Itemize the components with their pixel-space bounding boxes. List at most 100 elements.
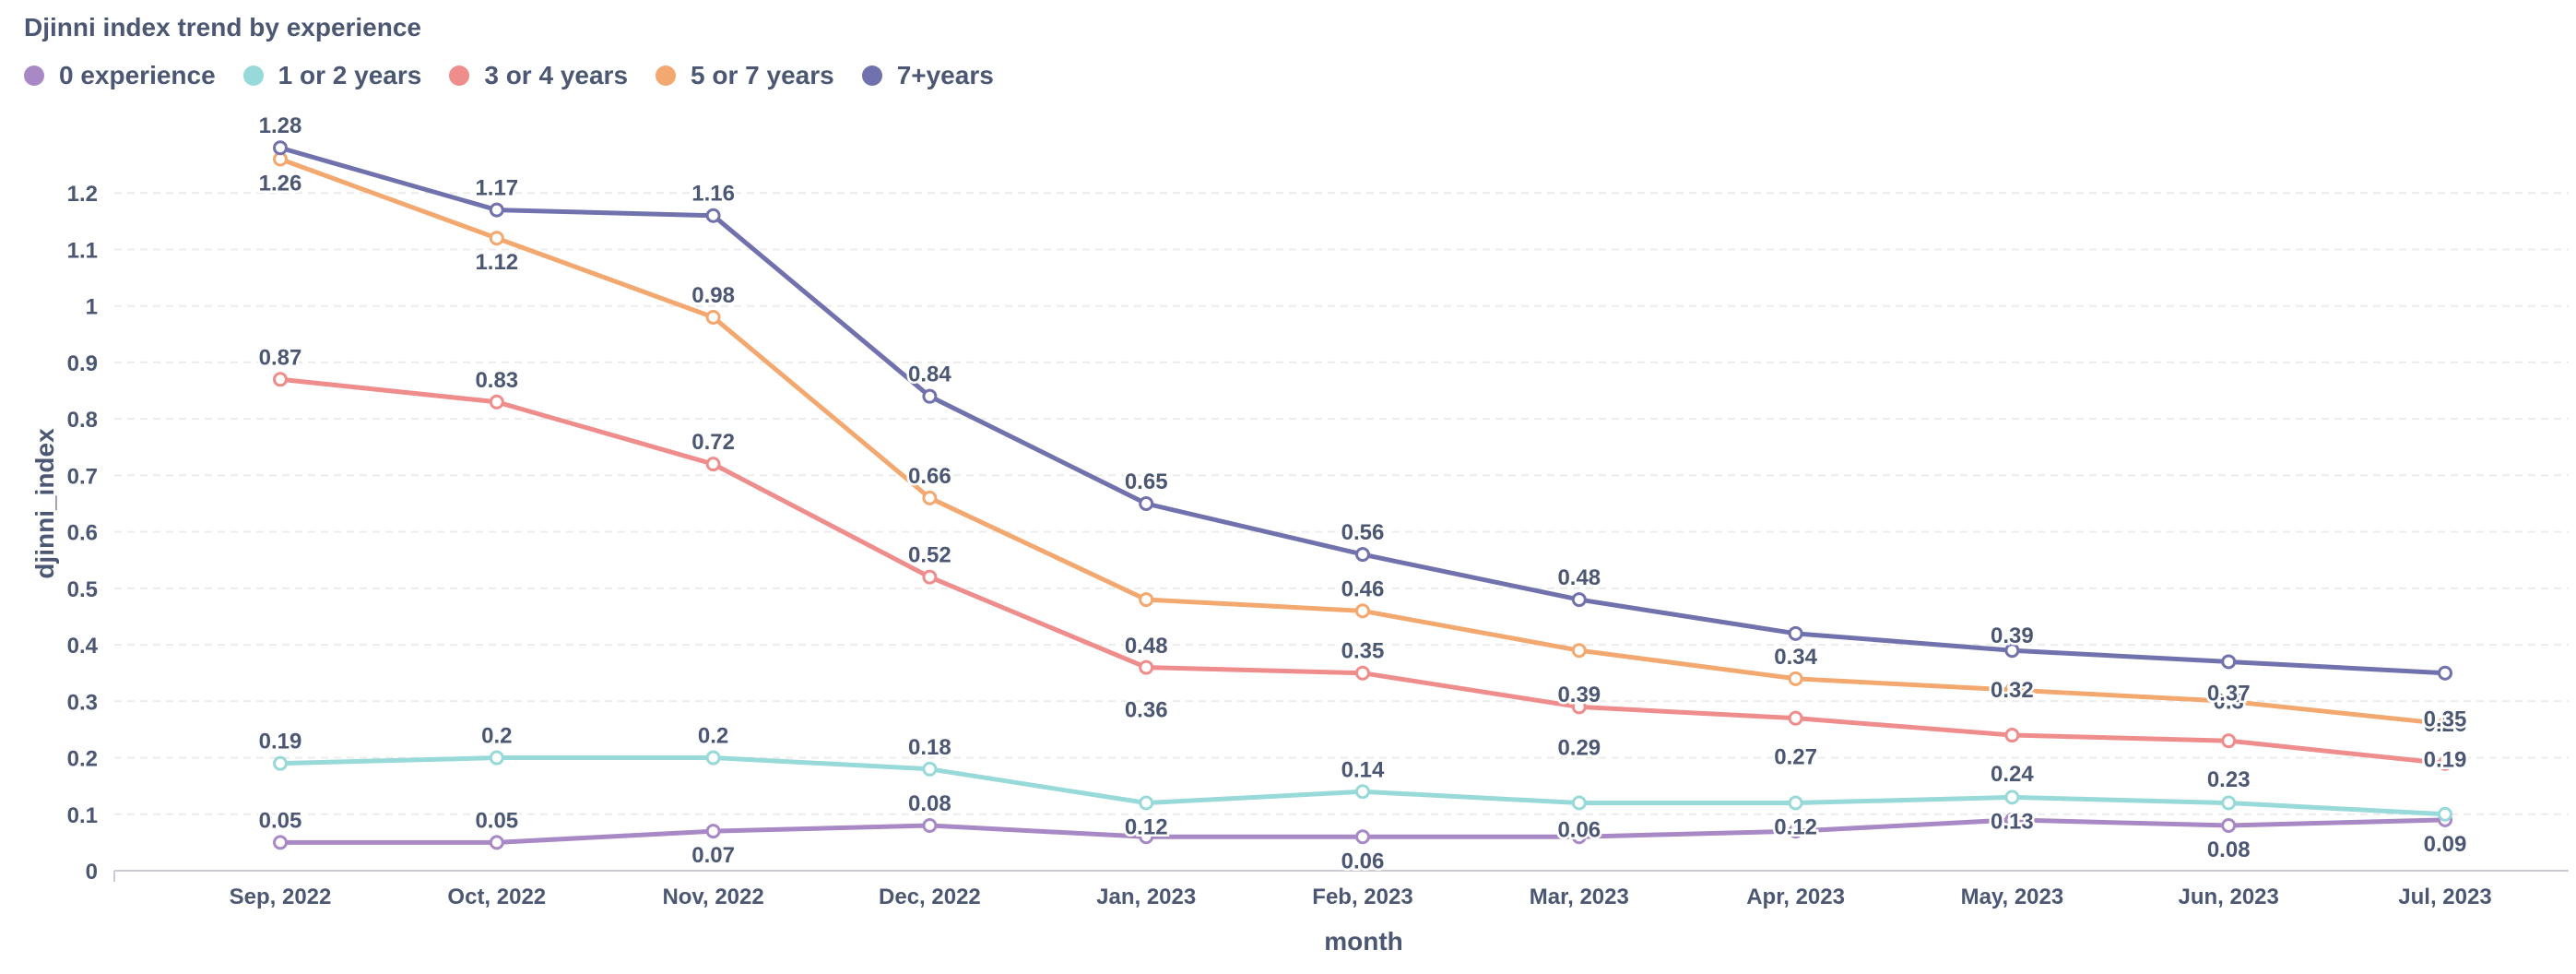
y-tick-label: 0.9 xyxy=(67,351,98,376)
legend-dot-icon xyxy=(861,65,882,86)
data-point xyxy=(2221,818,2237,834)
legend-dot-icon xyxy=(449,65,470,86)
legend-label: 1 or 2 years xyxy=(278,61,422,89)
data-point xyxy=(1139,496,1154,511)
x-tick-label: Jan, 2023 xyxy=(1096,885,1196,909)
data-point xyxy=(1139,795,1154,811)
data-point xyxy=(1788,795,1803,811)
data-label: 0.2 xyxy=(698,724,728,749)
data-point xyxy=(922,490,938,505)
data-point xyxy=(489,750,504,766)
data-label: 0.27 xyxy=(1774,745,1817,770)
data-point xyxy=(2004,643,2020,659)
data-point xyxy=(922,569,938,585)
y-tick-label: 0.4 xyxy=(67,634,99,659)
data-label: 0.14 xyxy=(1341,757,1385,782)
data-label: 0.52 xyxy=(908,543,951,568)
data-point xyxy=(2004,728,2020,743)
data-point xyxy=(1788,671,1803,686)
x-tick-label: Sep, 2022 xyxy=(230,885,332,909)
data-label: 0.19 xyxy=(259,730,302,754)
data-point xyxy=(489,231,504,246)
data-label: 0.37 xyxy=(2207,681,2251,706)
data-point xyxy=(1355,784,1370,800)
legend-item-4[interactable]: 7+years xyxy=(861,61,994,90)
data-label: 0.34 xyxy=(1774,645,1817,670)
data-label: 0.05 xyxy=(259,808,302,833)
data-label: 0.23 xyxy=(2207,767,2251,792)
data-point xyxy=(922,388,938,404)
data-point xyxy=(1355,603,1370,619)
data-point xyxy=(1139,829,1154,845)
data-label: 1.16 xyxy=(691,182,735,207)
data-label: 0.12 xyxy=(1774,815,1817,840)
data-point xyxy=(1571,829,1587,845)
data-label: 0.32 xyxy=(1991,678,2034,703)
data-label: 0.98 xyxy=(691,283,735,308)
legend-label: 7+years xyxy=(896,61,994,89)
legend-item-2[interactable]: 3 or 4 years xyxy=(449,61,628,90)
x-tick-label: Nov, 2022 xyxy=(662,885,763,909)
data-point xyxy=(705,208,721,223)
x-tick-label: Apr, 2023 xyxy=(1746,885,1845,909)
data-label: 0.08 xyxy=(2207,837,2251,862)
data-point xyxy=(2221,795,2237,811)
x-tick-label: Jul, 2023 xyxy=(2398,885,2491,909)
data-label: 0.35 xyxy=(2424,707,2467,732)
legend: 0 experience 1 or 2 years 3 or 4 years 5… xyxy=(24,61,1022,90)
data-label: 1.17 xyxy=(475,176,518,201)
x-tick-label: Jun, 2023 xyxy=(2178,885,2278,909)
data-point xyxy=(1355,829,1370,845)
data-label: 1.28 xyxy=(259,113,302,138)
data-label: 0.56 xyxy=(1341,520,1385,545)
data-label: 0.29 xyxy=(1557,735,1601,760)
y-tick-label: 0 xyxy=(86,860,98,885)
data-point xyxy=(273,140,288,156)
x-tick-label: May, 2023 xyxy=(1961,885,2064,909)
data-point xyxy=(1788,710,1803,726)
y-tick-label: 1.1 xyxy=(67,238,98,263)
data-label: 0.06 xyxy=(1557,817,1601,842)
data-label: 0.05 xyxy=(475,808,518,833)
data-label: 0.39 xyxy=(1557,683,1601,707)
data-point xyxy=(1355,547,1370,563)
data-label: 0.26 xyxy=(2424,712,2467,737)
data-point xyxy=(705,457,721,472)
series-line xyxy=(278,376,2448,766)
data-label: 0.08 xyxy=(908,791,951,816)
x-tick-label: Dec, 2022 xyxy=(879,885,981,909)
y-tick-label: 0.1 xyxy=(67,803,98,828)
data-point xyxy=(273,755,288,771)
x-tick-label: Feb, 2023 xyxy=(1312,885,1412,909)
legend-item-3[interactable]: 5 or 7 years xyxy=(656,61,834,90)
legend-item-0[interactable]: 0 experience xyxy=(24,61,216,90)
data-point xyxy=(489,394,504,410)
data-point xyxy=(2221,694,2237,709)
data-point xyxy=(922,761,938,777)
legend-dot-icon xyxy=(656,65,677,86)
data-label: 0.66 xyxy=(908,464,951,489)
y-tick-label: 0.6 xyxy=(67,521,98,546)
legend-item-1[interactable]: 1 or 2 years xyxy=(242,61,422,90)
legend-label: 5 or 7 years xyxy=(691,61,834,89)
data-label: 0.48 xyxy=(1557,565,1601,590)
data-label: 0.35 xyxy=(1341,639,1385,664)
data-label: 0.2 xyxy=(481,724,512,749)
data-point xyxy=(2004,812,2020,827)
data-label: 0.87 xyxy=(259,345,302,370)
data-label: 0.46 xyxy=(1341,576,1385,601)
data-point xyxy=(2004,790,2020,805)
data-point xyxy=(705,750,721,766)
data-point xyxy=(1571,592,1587,608)
x-tick-label: Mar, 2023 xyxy=(1530,885,1629,909)
y-tick-label: 1 xyxy=(86,295,98,320)
data-point xyxy=(1139,659,1154,675)
legend-label: 0 experience xyxy=(59,61,216,89)
legend-label: 3 or 4 years xyxy=(484,61,629,89)
y-tick-label: 0.8 xyxy=(67,408,98,433)
data-label: 0.48 xyxy=(1125,634,1168,659)
data-point xyxy=(2221,654,2237,670)
data-label: 1.12 xyxy=(475,250,518,275)
data-label: 0.13 xyxy=(1991,809,2034,834)
